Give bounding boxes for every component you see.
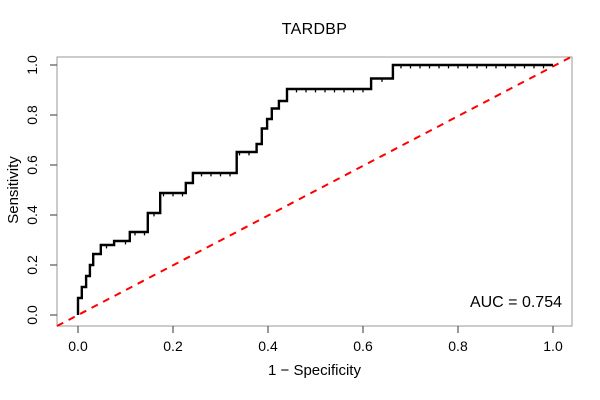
chance-line [56,56,572,327]
plot-title: TARDBP [281,21,348,38]
x-axis-label: 1 − Specificity [268,362,361,379]
plot-border-rect [56,56,573,327]
y-tick-label: 1.0 [24,55,40,75]
x-tick-label: 0.2 [163,338,183,354]
y-tick-label: 0.2 [24,255,40,275]
axis-tick-labels: 0.0 0.2 0.4 0.6 0.8 1.0 0.0 0.2 0.4 0.6 0.8 1.0 [24,55,563,354]
axis-tick-marks [50,64,554,333]
y-tick-label: 0.0 [24,305,40,325]
roc-curve [76,63,553,315]
roc-point-marks [105,66,545,249]
roc-curve-path [76,63,553,315]
plot-border [56,56,573,327]
chance-diagonal-line [56,56,572,327]
y-tick-label: 0.8 [24,105,40,125]
x-tick-label: 0.6 [353,338,373,354]
x-tick-label: 0.8 [448,338,468,354]
auc-annotation: AUC = 0.754 [469,294,562,311]
y-tick-label: 0.6 [24,155,40,175]
y-axis-label: Sensitivity [5,156,22,224]
x-tick-label: 0.4 [258,338,278,354]
x-tick-label: 0.0 [68,338,88,354]
y-tick-label: 0.4 [24,205,40,225]
x-tick-label: 1.0 [543,338,563,354]
